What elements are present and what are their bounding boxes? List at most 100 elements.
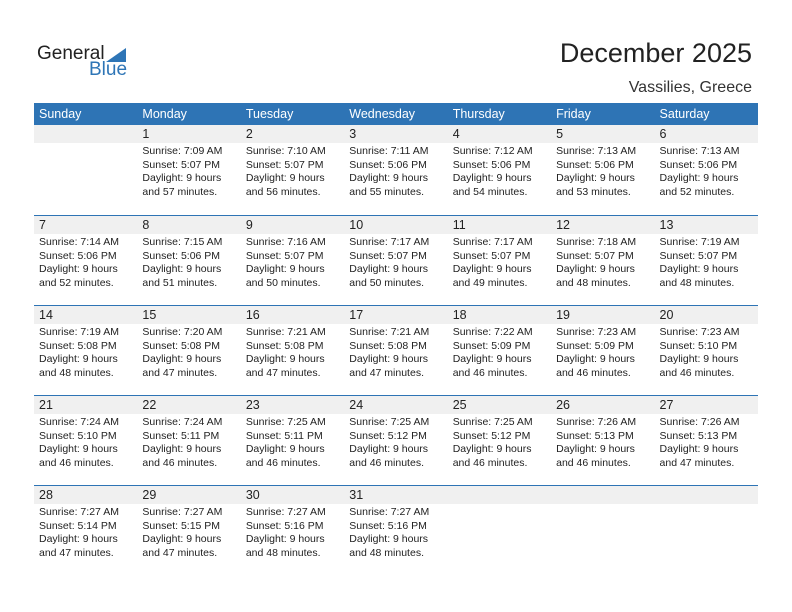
sunrise-text: Sunrise: 7:26 AM (556, 416, 637, 428)
page-title: December 2025 (559, 38, 752, 68)
daylight2-text: and 56 minutes. (245, 185, 321, 198)
sunset-text: Sunset: 5:11 PM (142, 429, 220, 442)
daylight2-text: and 49 minutes. (452, 276, 528, 289)
daylight1-text: Daylight: 9 hours (142, 443, 222, 455)
daylight1-text: Daylight: 9 hours (245, 353, 325, 365)
daylight2-text: and 47 minutes. (142, 366, 218, 379)
day-number: 12 (551, 216, 655, 234)
sunset-text: Sunset: 5:12 PM (349, 429, 427, 442)
day-info: Sunrise: 7:27 AM Sunset: 5:15 PM Daylight:… (137, 504, 240, 560)
daylight2-text: and 47 minutes. (39, 546, 114, 559)
sunrise-text: Sunrise: 7:17 AM (452, 236, 533, 248)
daylight2-text: and 46 minutes. (142, 456, 218, 469)
day-number: 14 (34, 306, 138, 324)
daylight1-text: Daylight: 9 hours (349, 533, 429, 545)
day-info: Sunrise: 7:25 AM Sunset: 5:12 PM Daylight:… (448, 414, 551, 470)
sunrise-text: Sunrise: 7:12 AM (452, 145, 533, 157)
day-cell: 9 Sunrise: 7:16 AM Sunset: 5:07 PM Daylight… (240, 216, 345, 305)
daylight2-text: and 47 minutes. (142, 546, 218, 559)
day-number: 20 (654, 306, 758, 324)
day-number: 5 (551, 125, 655, 143)
day-info: Sunrise: 7:23 AM Sunset: 5:10 PM Daylight:… (655, 324, 758, 380)
daylight1-text: Daylight: 9 hours (349, 172, 429, 184)
day-cell: 25 Sunrise: 7:25 AM Sunset: 5:12 PM Dayligh… (447, 396, 552, 485)
sunset-text: Sunset: 5:07 PM (245, 249, 324, 262)
sunset-text: Sunset: 5:06 PM (142, 249, 221, 262)
day-info: Sunrise: 7:25 AM Sunset: 5:11 PM Daylight:… (241, 414, 344, 470)
day-number: 25 (447, 396, 552, 414)
day-info: Sunrise: 7:18 AM Sunset: 5:07 PM Daylight:… (551, 234, 654, 290)
day-info: Sunrise: 7:14 AM Sunset: 5:06 PM Daylight:… (34, 234, 137, 290)
sunrise-text: Sunrise: 7:15 AM (142, 236, 223, 248)
day-info: Sunrise: 7:24 AM Sunset: 5:11 PM Daylight:… (137, 414, 240, 470)
day-number: 1 (137, 125, 241, 143)
day-number: 17 (344, 306, 448, 324)
day-number: 8 (137, 216, 241, 234)
day-cell: 6 Sunrise: 7:13 AM Sunset: 5:06 PM Daylight… (654, 125, 758, 215)
daylight2-text: and 48 minutes. (39, 366, 114, 379)
day-number: 18 (447, 306, 552, 324)
daylight2-text: and 47 minutes. (349, 366, 424, 379)
sunset-text: Sunset: 5:07 PM (245, 158, 324, 171)
daylight1-text: Daylight: 9 hours (556, 353, 635, 365)
weekday-monday: Monday (142, 107, 187, 121)
week-row: 14 Sunrise: 7:19 AM Sunset: 5:08 PM Dayligh… (34, 305, 758, 395)
daylight2-text: and 53 minutes. (556, 185, 631, 198)
week-row: 28 Sunrise: 7:27 AM Sunset: 5:14 PM Dayligh… (34, 485, 758, 575)
sunrise-text: Sunrise: 7:27 AM (142, 506, 223, 518)
sunset-text: Sunset: 5:09 PM (556, 339, 634, 352)
week-row: 7 Sunrise: 7:14 AM Sunset: 5:06 PM Daylight… (34, 215, 758, 305)
sunset-text: Sunset: 5:06 PM (349, 158, 427, 171)
daylight2-text: and 51 minutes. (142, 276, 218, 289)
day-number: 2 (240, 125, 345, 143)
sunrise-text: Sunrise: 7:16 AM (245, 236, 326, 248)
day-info: Sunrise: 7:27 AM Sunset: 5:16 PM Daylight:… (344, 504, 447, 560)
daylight2-text: and 47 minutes. (245, 366, 321, 379)
sunset-text: Sunset: 5:13 PM (556, 429, 634, 442)
day-info: Sunrise: 7:22 AM Sunset: 5:09 PM Daylight:… (448, 324, 551, 380)
sunrise-text: Sunrise: 7:26 AM (659, 416, 740, 428)
daylight2-text: and 46 minutes. (452, 366, 528, 379)
empty-cell (447, 486, 552, 575)
day-cell: 22 Sunrise: 7:24 AM Sunset: 5:11 PM Dayligh… (137, 396, 241, 485)
daylight1-text: Daylight: 9 hours (245, 263, 325, 275)
sunrise-text: Sunrise: 7:23 AM (659, 326, 740, 338)
day-info: Sunrise: 7:16 AM Sunset: 5:07 PM Daylight:… (241, 234, 344, 290)
day-cell: 24 Sunrise: 7:25 AM Sunset: 5:12 PM Dayligh… (344, 396, 448, 485)
daylight2-text: and 46 minutes. (349, 456, 424, 469)
day-cell: 14 Sunrise: 7:19 AM Sunset: 5:08 PM Dayligh… (34, 306, 138, 395)
sunrise-text: Sunrise: 7:14 AM (39, 236, 119, 248)
daylight2-text: and 48 minutes. (245, 546, 321, 559)
day-number: 31 (344, 486, 448, 504)
sunrise-text: Sunrise: 7:13 AM (659, 145, 740, 157)
empty-cell (551, 486, 655, 575)
day-info: Sunrise: 7:20 AM Sunset: 5:08 PM Daylight:… (137, 324, 240, 380)
sunrise-text: Sunrise: 7:10 AM (245, 145, 326, 157)
sunrise-text: Sunrise: 7:11 AM (349, 145, 429, 157)
daylight2-text: and 46 minutes. (452, 456, 528, 469)
day-number: 9 (240, 216, 345, 234)
day-number (654, 486, 758, 504)
day-number (34, 125, 138, 143)
day-number: 7 (34, 216, 138, 234)
sunset-text: Sunset: 5:07 PM (659, 249, 738, 262)
day-cell: 28 Sunrise: 7:27 AM Sunset: 5:14 PM Dayligh… (34, 486, 138, 575)
sunset-text: Sunset: 5:06 PM (556, 158, 634, 171)
day-cell: 10 Sunrise: 7:17 AM Sunset: 5:07 PM Dayligh… (344, 216, 448, 305)
daylight1-text: Daylight: 9 hours (659, 353, 739, 365)
daylight1-text: Daylight: 9 hours (39, 533, 118, 545)
sunrise-text: Sunrise: 7:25 AM (349, 416, 430, 428)
sunset-text: Sunset: 5:13 PM (659, 429, 738, 442)
logo: General Blue (37, 43, 137, 83)
daylight2-text: and 52 minutes. (39, 276, 114, 289)
sunrise-text: Sunrise: 7:25 AM (245, 416, 326, 428)
day-cell: 7 Sunrise: 7:14 AM Sunset: 5:06 PM Daylight… (34, 216, 138, 305)
day-cell: 17 Sunrise: 7:21 AM Sunset: 5:08 PM Dayligh… (344, 306, 448, 395)
daylight1-text: Daylight: 9 hours (39, 353, 118, 365)
weekday-friday: Friday (556, 107, 591, 121)
day-number: 22 (137, 396, 241, 414)
sunset-text: Sunset: 5:12 PM (452, 429, 531, 442)
day-number: 19 (551, 306, 655, 324)
sunrise-text: Sunrise: 7:25 AM (452, 416, 533, 428)
daylight1-text: Daylight: 9 hours (452, 263, 532, 275)
